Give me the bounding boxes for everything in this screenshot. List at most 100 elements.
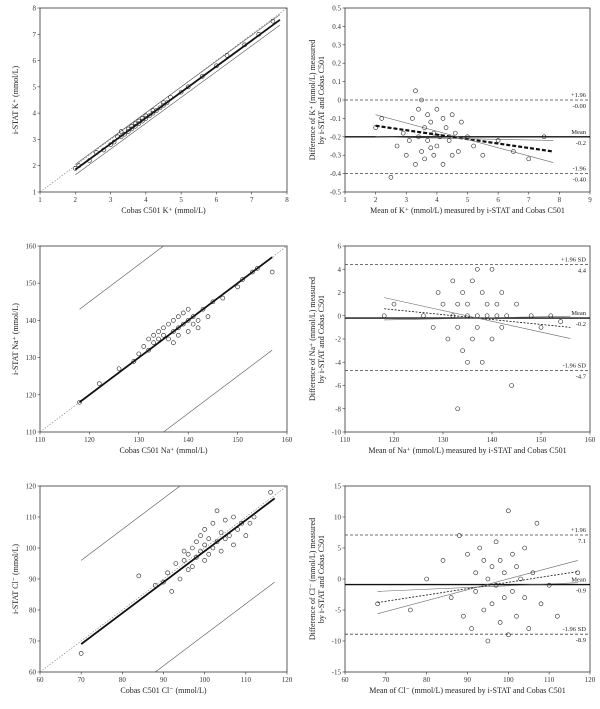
x-tick-label: 140: [183, 436, 194, 444]
data-point: [391, 301, 397, 307]
data-point: [440, 558, 446, 563]
data-point: [375, 601, 380, 607]
data-point: [250, 269, 255, 275]
data-point: [455, 325, 461, 330]
x-tick-label: 4: [144, 196, 148, 204]
y-tick-label: 4: [33, 110, 37, 118]
plot-area: [345, 264, 590, 412]
data-point: [173, 561, 179, 566]
data-point: [437, 134, 443, 140]
regression-line: [80, 497, 276, 645]
data-point: [425, 138, 430, 143]
x-tick-label: 120: [389, 436, 400, 444]
data-point: [473, 589, 478, 594]
lower-limit-line: [163, 349, 273, 432]
data-point: [465, 551, 470, 557]
y-tick-label: 2: [33, 162, 37, 170]
y-tick-label: 0: [338, 97, 342, 105]
y-tick-label: 0.5: [332, 5, 341, 13]
confidence-band-curve: [384, 315, 571, 321]
y-tick-label: -2: [335, 336, 341, 344]
data-point: [118, 129, 124, 134]
data-point: [514, 613, 519, 619]
data-point: [101, 147, 106, 153]
data-point: [169, 589, 175, 594]
data-point: [218, 548, 224, 554]
data-point: [465, 313, 470, 319]
data-point: [471, 143, 476, 149]
ref-line-value: -0.2: [576, 321, 586, 328]
data-point: [394, 143, 400, 149]
data-point: [190, 545, 195, 551]
y-tick-label: -10: [332, 429, 342, 437]
ref-line-value: -0.9: [576, 588, 586, 595]
data-point: [413, 162, 418, 167]
data-point: [222, 517, 228, 523]
x-tick-label: 5: [466, 196, 470, 204]
data-point: [87, 158, 92, 163]
data-point: [185, 567, 191, 573]
data-point: [379, 116, 385, 121]
data-point: [485, 576, 491, 582]
x-tick-label: 130: [438, 436, 449, 444]
x-tick-label: 110: [35, 436, 46, 444]
y-tick-label: 90: [29, 576, 37, 584]
x-tick-label: 1: [38, 196, 42, 204]
y-tick-label: -0.1: [330, 115, 342, 123]
y-tick-label: 3: [33, 136, 37, 144]
data-point: [522, 545, 527, 551]
data-point: [413, 88, 418, 94]
data-point: [511, 149, 516, 154]
data-point: [509, 383, 514, 388]
data-point: [400, 130, 406, 136]
data-point: [465, 134, 470, 140]
data-point: [150, 110, 156, 116]
x-tick-label: 6: [215, 196, 219, 204]
ref-line-label: -1.96 SD: [563, 626, 587, 633]
data-point: [408, 607, 413, 613]
data-point: [181, 558, 187, 563]
data-point: [440, 301, 446, 307]
plot-area: [40, 486, 287, 672]
data-point: [538, 325, 544, 330]
data-point: [481, 607, 487, 613]
data-point: [147, 113, 152, 119]
data-point: [435, 290, 441, 295]
data-point: [185, 318, 191, 323]
data-point: [575, 570, 581, 576]
data-point: [146, 347, 151, 353]
data-point: [538, 601, 544, 607]
data-point: [479, 359, 485, 365]
data-point: [526, 626, 532, 631]
ref-line-label: Mean: [571, 129, 587, 136]
y-axis-label-line: Difference of K⁺ (mmol/L) measured: [308, 40, 317, 160]
data-point: [558, 319, 563, 324]
data-point: [125, 129, 131, 134]
data-point: [541, 134, 547, 140]
data-point: [185, 551, 191, 557]
data-point: [424, 576, 429, 582]
data-point: [141, 344, 147, 349]
data-point: [231, 542, 236, 548]
data-point: [239, 520, 245, 526]
data-point: [190, 314, 196, 319]
data-point: [422, 156, 427, 162]
data-point: [151, 332, 156, 338]
data-point: [449, 152, 455, 158]
ref-line-value: -4.7: [576, 373, 587, 380]
data-point: [247, 520, 253, 526]
y-tick-label: -6: [335, 382, 341, 390]
plot-area: [345, 508, 590, 644]
data-point: [165, 570, 170, 576]
data-point: [171, 340, 176, 346]
x-tick-label: 80: [423, 676, 431, 684]
data-point: [140, 116, 145, 121]
x-axis-label: Cobas C501 Na⁺ (mmol/L): [120, 446, 208, 455]
data-point: [497, 620, 503, 625]
x-tick-label: 130: [134, 436, 145, 444]
y-axis-label-line: Difference of Na⁺ (mmol/L) measured: [308, 277, 317, 401]
data-point: [474, 266, 480, 272]
data-point: [477, 545, 483, 551]
data-point: [489, 336, 495, 342]
x-axis-label: Cobas C501 Cl⁻ (mmol/L): [120, 686, 207, 695]
